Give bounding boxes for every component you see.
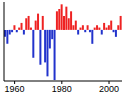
svg-text:1980: 1980: [52, 84, 72, 94]
svg-text:1960: 1960: [8, 84, 25, 94]
svg-text:2000: 2000: [99, 84, 119, 94]
